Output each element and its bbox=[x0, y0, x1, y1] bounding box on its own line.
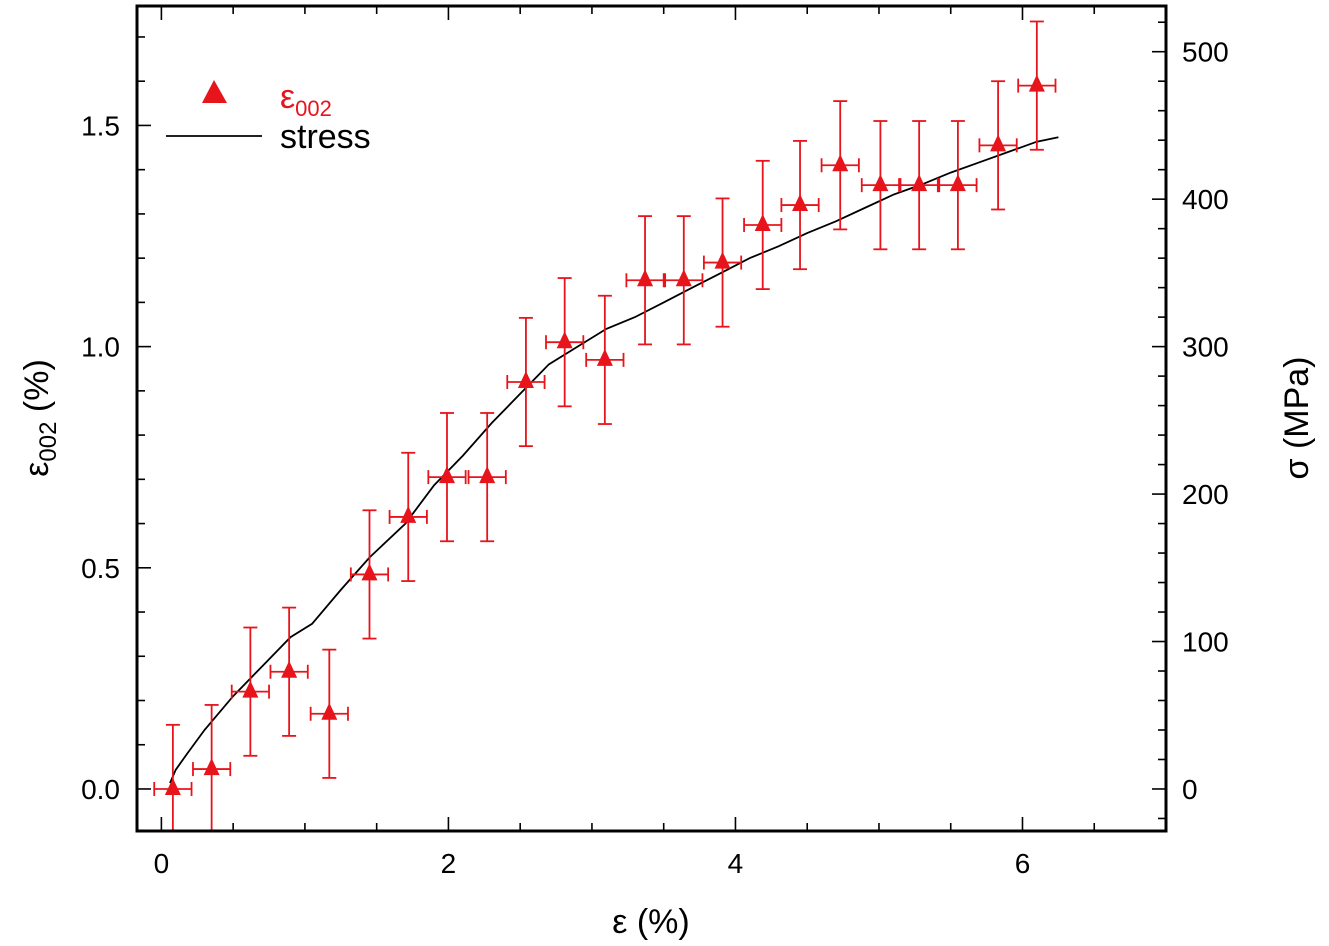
triangle-marker bbox=[911, 174, 928, 192]
y2-tick-label: 0 bbox=[1182, 774, 1198, 805]
legend-label-stress: stress bbox=[280, 118, 371, 156]
stress-series bbox=[169, 136, 1059, 784]
triangle-marker bbox=[321, 702, 338, 720]
x-tick-label: 6 bbox=[1015, 848, 1031, 879]
triangle-marker bbox=[714, 251, 731, 269]
x-tick-label: 2 bbox=[441, 848, 457, 879]
triangle-marker bbox=[400, 505, 417, 523]
eps002-point bbox=[743, 159, 783, 291]
triangle-marker bbox=[203, 758, 220, 776]
y-axis-title-suffix: (%) bbox=[18, 359, 56, 421]
x-tick-label: 0 bbox=[154, 848, 170, 879]
legend-marker-triangle bbox=[202, 80, 227, 103]
plot-frame bbox=[135, 4, 1168, 833]
y-tick-label: 0.0 bbox=[81, 774, 120, 805]
triangle-marker bbox=[949, 174, 966, 192]
y2-tick-label: 300 bbox=[1182, 332, 1229, 363]
y2-tick-label: 100 bbox=[1182, 627, 1229, 658]
y-axis-title-main: ε bbox=[18, 462, 56, 477]
eps002-series bbox=[153, 20, 1057, 831]
eps002-point bbox=[820, 100, 860, 231]
eps002-point bbox=[467, 412, 507, 543]
eps002-point bbox=[585, 294, 625, 425]
legend-label-eps002: ε002 bbox=[280, 78, 332, 121]
stress-line bbox=[169, 136, 1059, 784]
eps002-point bbox=[309, 648, 349, 779]
eps002-point bbox=[780, 140, 820, 271]
triangle-marker bbox=[361, 563, 378, 581]
triangle-marker bbox=[832, 154, 849, 172]
axis-tick-labels: 0 2 4 6 0.0 0.5 1.0 1.5 0 100 200 300 400 500 bbox=[81, 37, 1229, 879]
eps002-point bbox=[230, 626, 270, 757]
y-axis-title: ε002 (%) bbox=[18, 359, 62, 477]
eps002-point bbox=[388, 451, 428, 582]
triangle-marker bbox=[675, 269, 692, 287]
eps002-point bbox=[664, 215, 704, 346]
eps002-point bbox=[506, 316, 546, 448]
eps002-point bbox=[702, 197, 743, 328]
y-axis-title-sub: 002 bbox=[35, 422, 62, 462]
y2-tick-label: 400 bbox=[1182, 184, 1229, 215]
eps002-point bbox=[625, 215, 665, 346]
eps002-point bbox=[545, 277, 585, 408]
eps002-point bbox=[349, 509, 390, 640]
triangle-marker bbox=[637, 269, 654, 287]
eps002-point bbox=[153, 723, 193, 831]
eps002-point bbox=[860, 120, 900, 251]
y-tick-label: 0.5 bbox=[81, 553, 120, 584]
x-tick-label: 4 bbox=[728, 848, 744, 879]
eps002-point bbox=[427, 412, 467, 543]
triangle-marker bbox=[438, 466, 455, 484]
eps002-point bbox=[192, 704, 232, 831]
triangle-marker bbox=[556, 331, 573, 349]
triangle-marker bbox=[479, 466, 496, 484]
triangle-marker bbox=[242, 680, 259, 698]
eps002-point bbox=[899, 120, 939, 251]
triangle-marker bbox=[517, 371, 534, 389]
triangle-marker bbox=[596, 348, 613, 366]
y2-tick-label: 500 bbox=[1182, 37, 1229, 68]
y-tick-label: 1.5 bbox=[81, 110, 120, 141]
triangle-marker bbox=[990, 134, 1007, 152]
eps002-point bbox=[978, 80, 1018, 211]
x-axis-title: ε (%) bbox=[612, 903, 689, 941]
triangle-marker bbox=[872, 174, 889, 192]
triangle-marker bbox=[754, 213, 771, 231]
triangle-marker bbox=[281, 660, 298, 678]
triangle-marker bbox=[792, 194, 809, 212]
y2-tick-label: 200 bbox=[1182, 479, 1229, 510]
legend-eps-sub: 002 bbox=[295, 96, 332, 121]
triangle-marker bbox=[164, 777, 181, 795]
y-tick-label: 1.0 bbox=[81, 332, 120, 363]
triangle-marker bbox=[1028, 74, 1045, 92]
eps002-point bbox=[1017, 20, 1057, 151]
legend: ε002 stress bbox=[166, 78, 371, 156]
y2-axis-title: σ (MPa) bbox=[1278, 357, 1316, 480]
eps002-point bbox=[269, 606, 309, 737]
eps002-point bbox=[938, 120, 978, 251]
legend-eps-main: ε bbox=[280, 78, 295, 116]
